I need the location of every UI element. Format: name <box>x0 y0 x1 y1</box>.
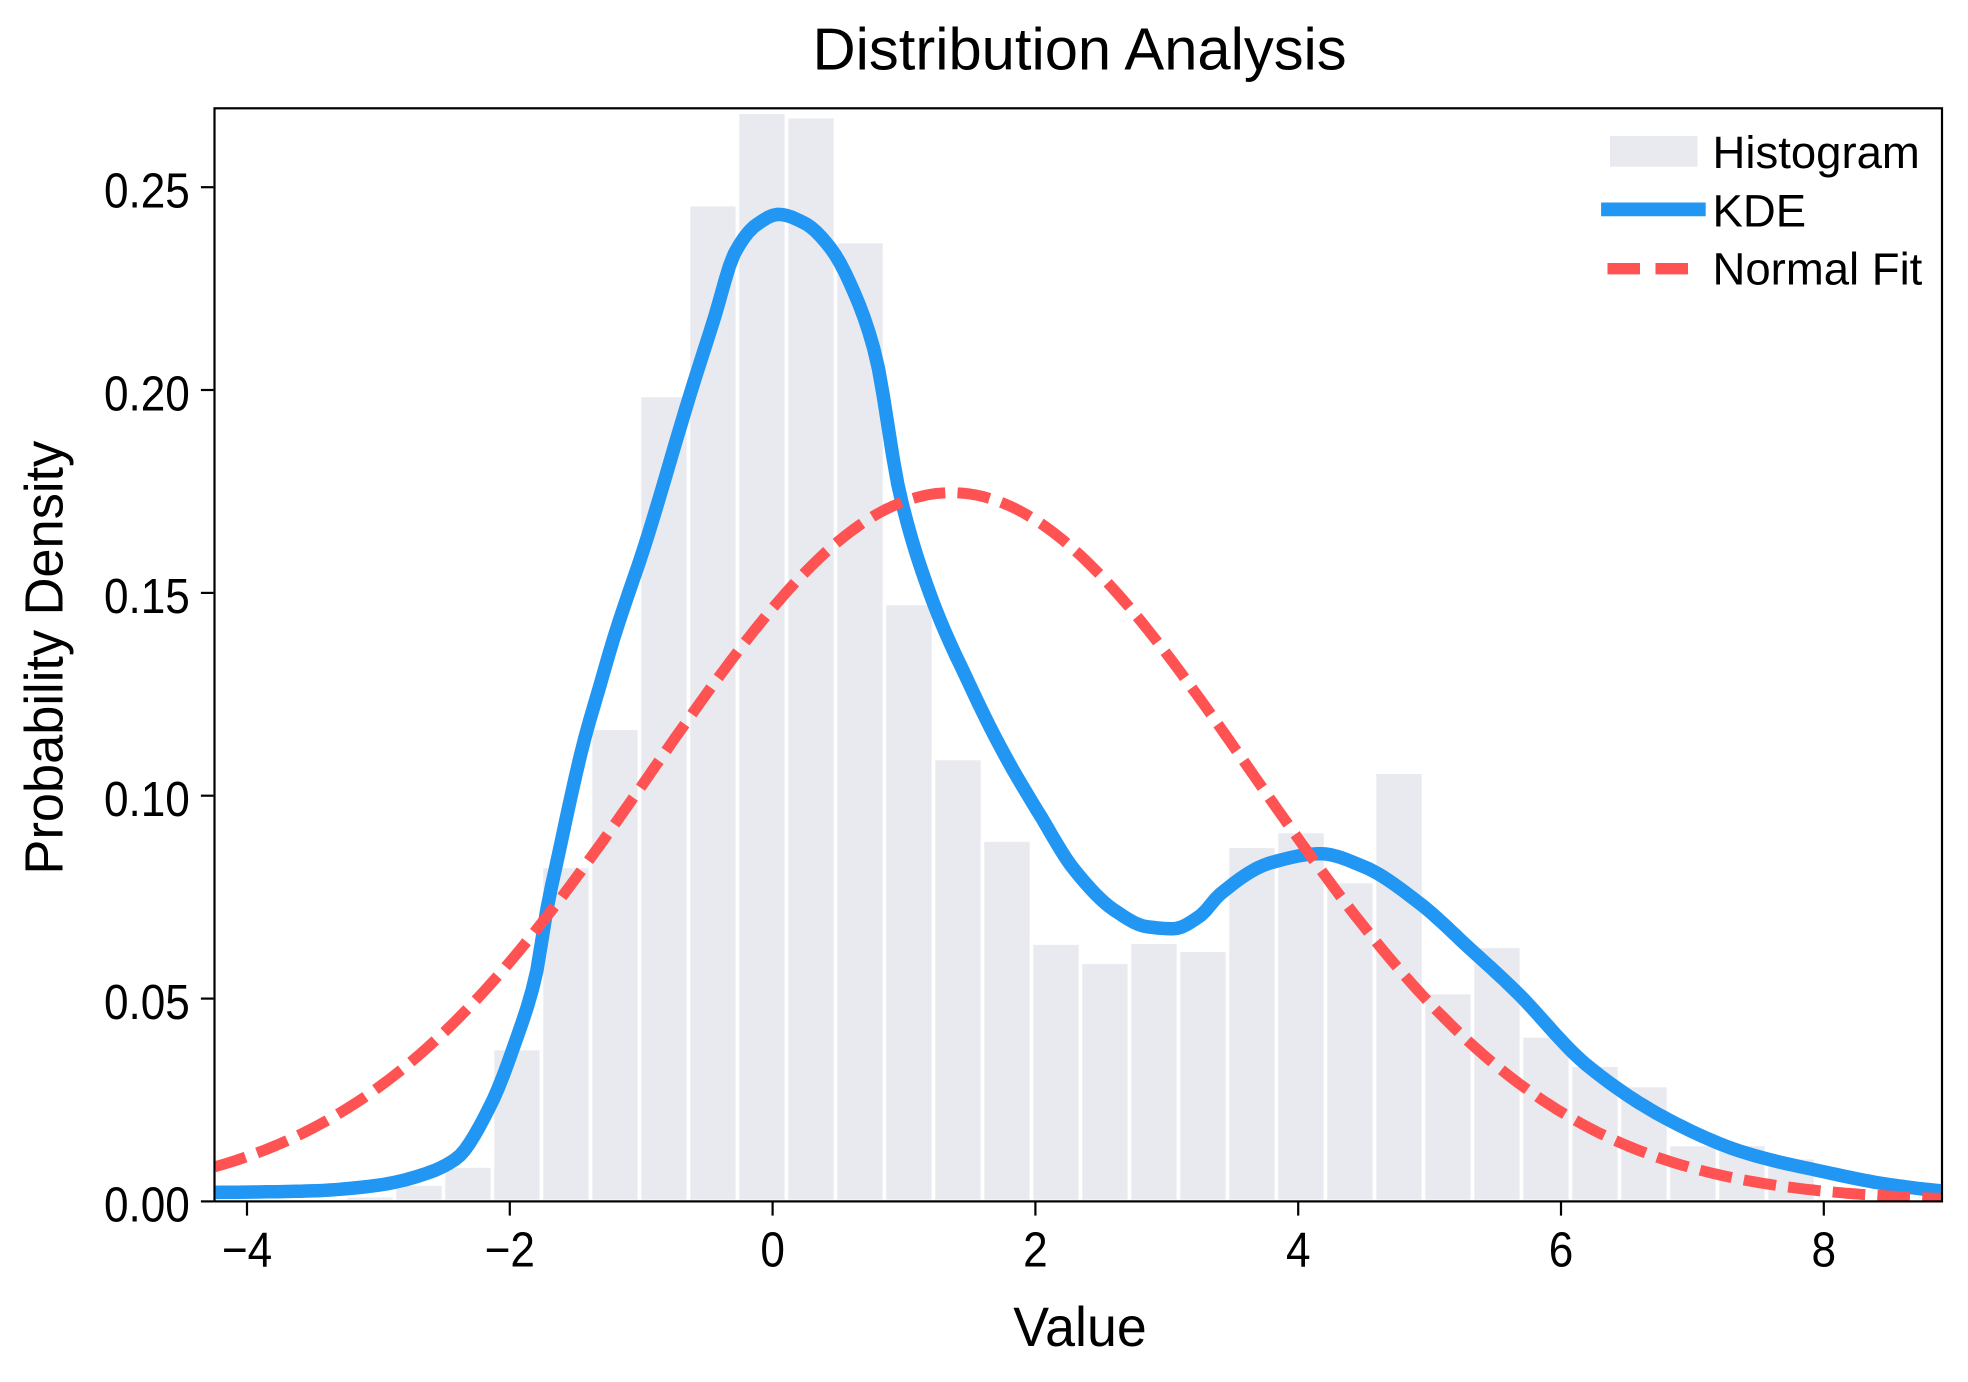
svg-text:8: 8 <box>1812 1222 1837 1277</box>
svg-text:0.00: 0.00 <box>104 1177 190 1232</box>
svg-text:Value: Value <box>1013 1296 1146 1358</box>
svg-text:Normal Fit: Normal Fit <box>1713 244 1923 295</box>
svg-text:2: 2 <box>1023 1222 1048 1277</box>
svg-text:0.15: 0.15 <box>104 569 190 624</box>
svg-text:4: 4 <box>1286 1222 1311 1277</box>
svg-text:0.20: 0.20 <box>104 366 190 421</box>
svg-text:0.25: 0.25 <box>104 163 190 218</box>
svg-text:0.05: 0.05 <box>104 975 190 1030</box>
svg-text:−2: −2 <box>485 1222 535 1277</box>
svg-text:0: 0 <box>760 1222 785 1277</box>
svg-text:Histogram: Histogram <box>1713 127 1920 178</box>
svg-text:Distribution Analysis: Distribution Analysis <box>813 15 1347 82</box>
svg-text:6: 6 <box>1549 1222 1574 1277</box>
svg-text:Probability Density: Probability Density <box>15 440 75 874</box>
svg-text:−4: −4 <box>222 1222 272 1277</box>
svg-text:KDE: KDE <box>1713 185 1807 236</box>
svg-text:0.10: 0.10 <box>104 772 190 827</box>
